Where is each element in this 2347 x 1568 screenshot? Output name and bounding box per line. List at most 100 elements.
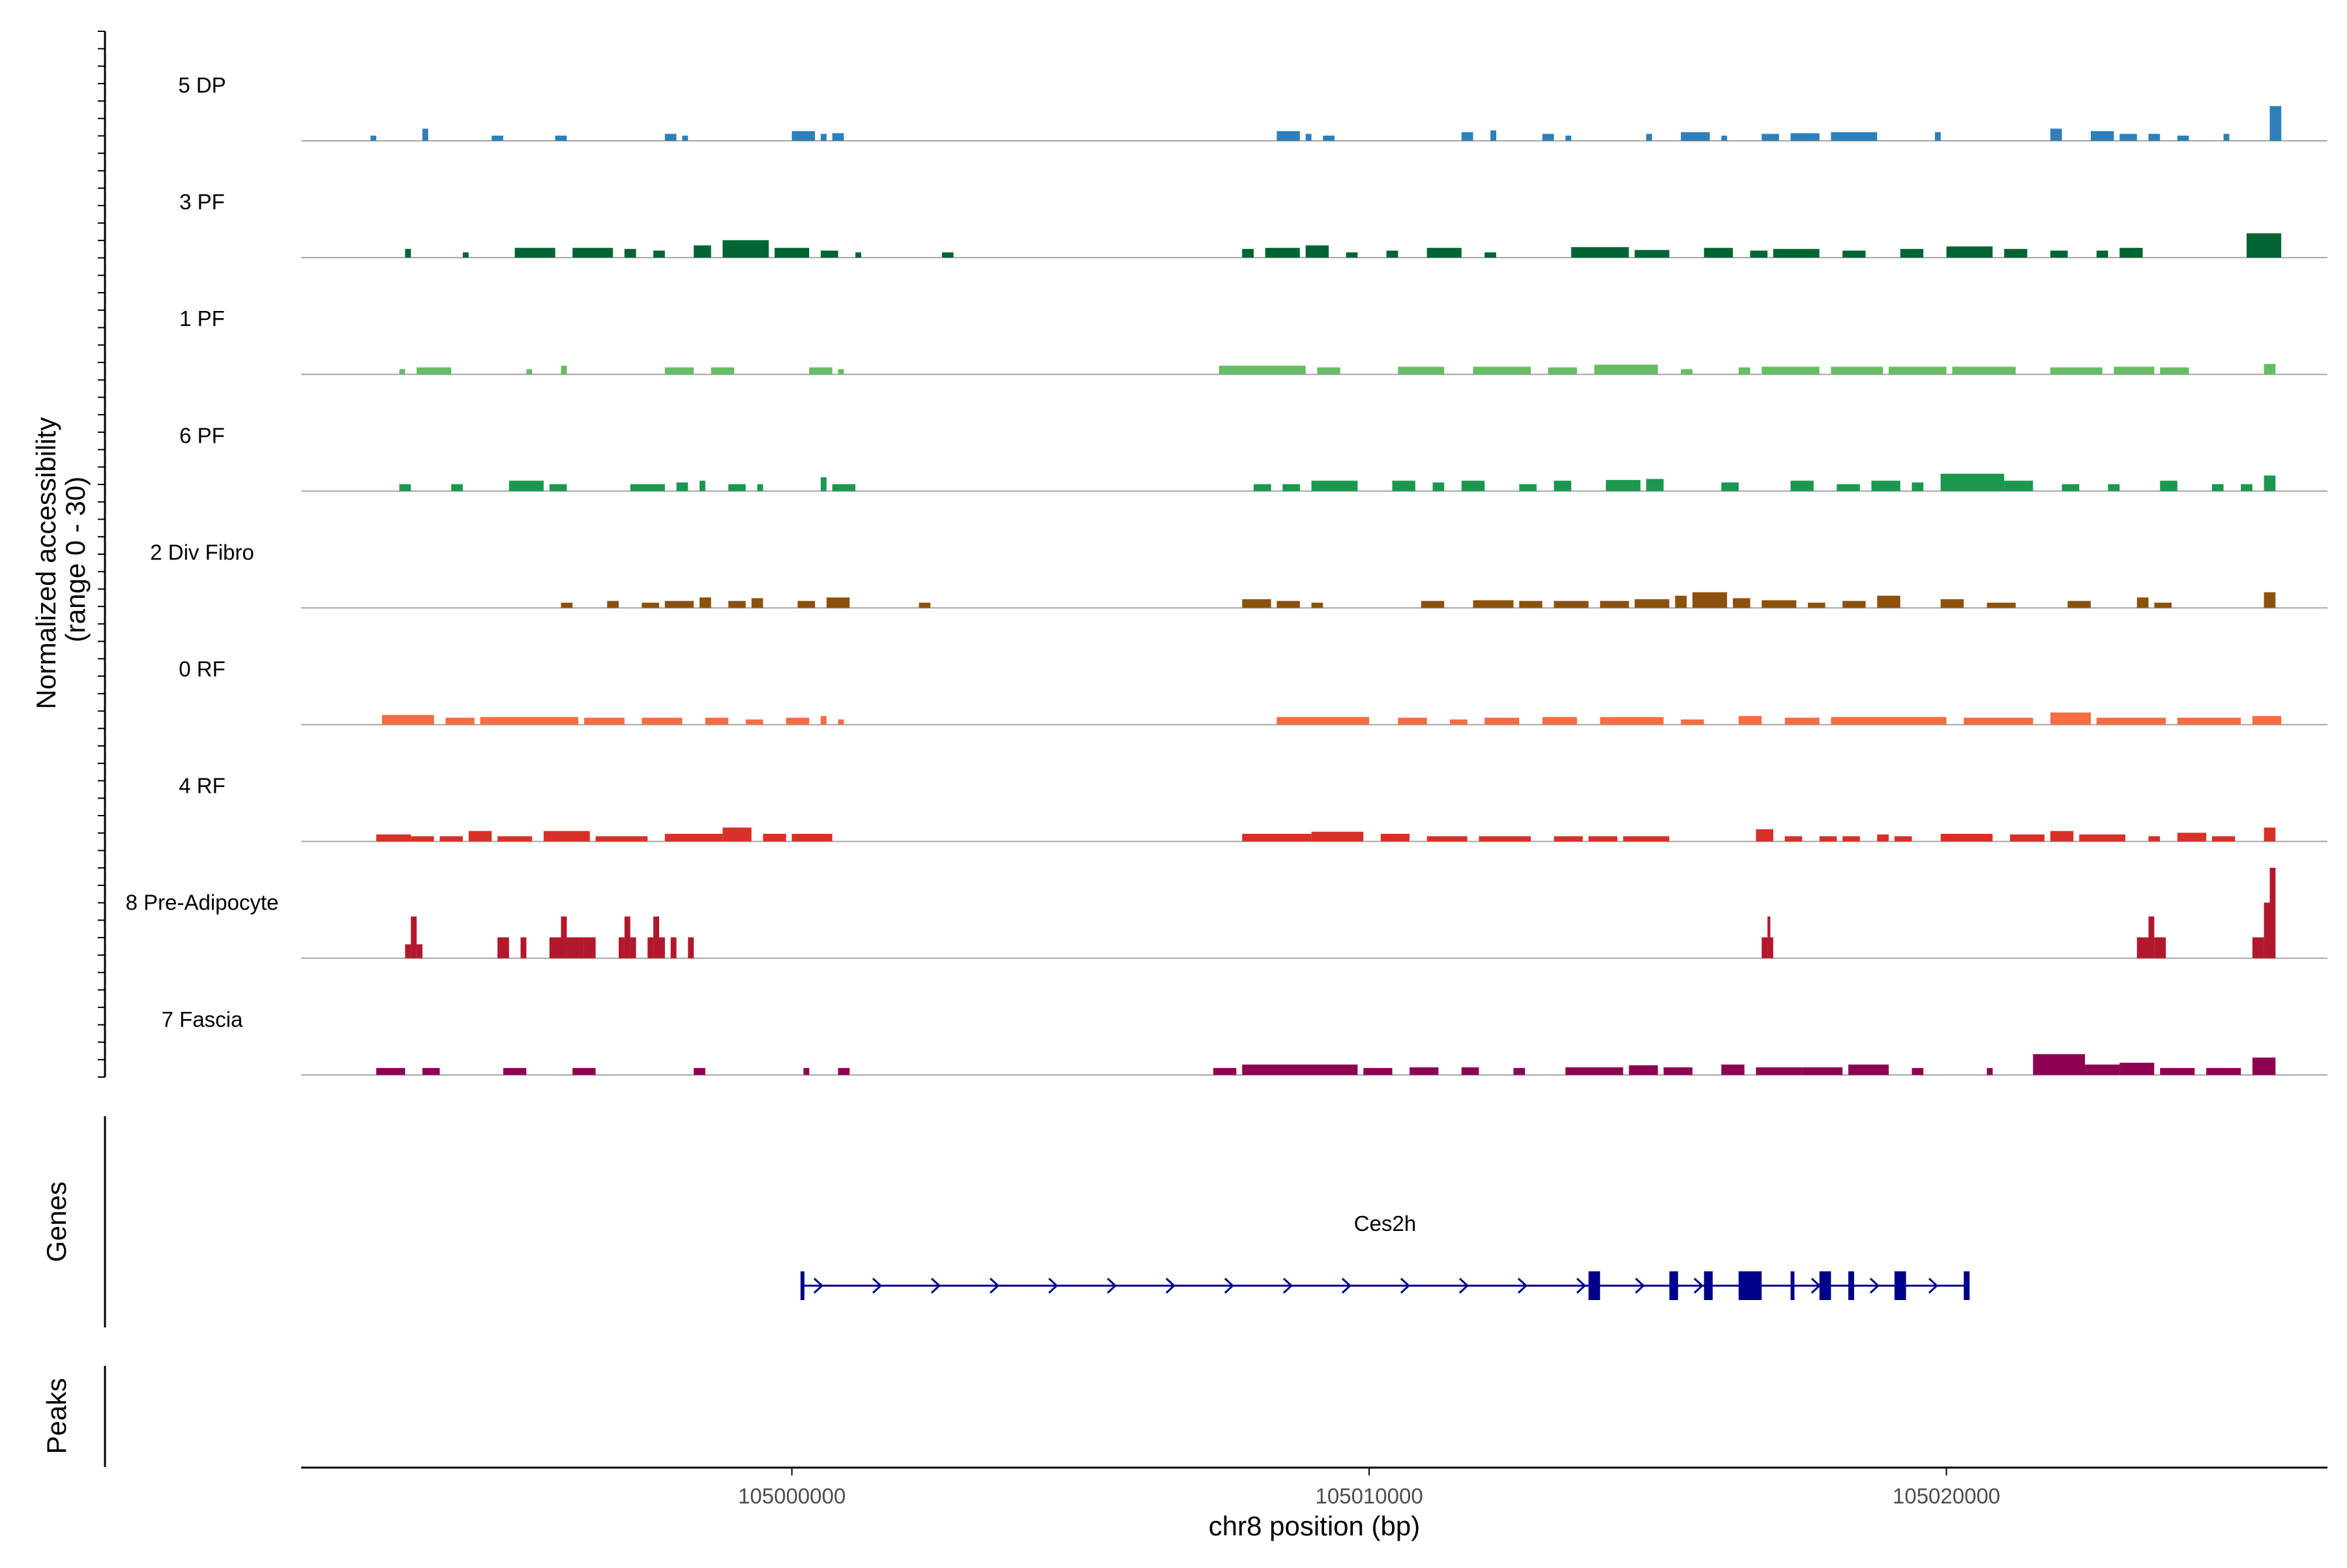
coverage-bar: [1484, 717, 1520, 725]
x-axis-tick-label: 105000000: [738, 1484, 846, 1508]
coverage-bar: [1311, 831, 1364, 842]
coverage-bar: [2154, 602, 2172, 608]
coverage-bar: [941, 252, 954, 258]
coverage-bar: [1265, 248, 1300, 258]
coverage-bar: [1964, 717, 2033, 725]
coverage-bar: [405, 248, 411, 258]
gene-exon: [1704, 1271, 1713, 1300]
coverage-bar: [1519, 484, 1537, 492]
track-label: 7 Fascia: [162, 1007, 243, 1031]
coverage-bar: [2264, 364, 2276, 375]
strand-arrow: [1224, 1277, 1235, 1294]
coverage-bar: [1426, 248, 1462, 258]
coverage-bar: [1380, 833, 1410, 842]
coverage-bar: [1565, 136, 1572, 141]
gene-exon: [1894, 1271, 1906, 1300]
track-6-pf: 6 PF: [179, 423, 2327, 492]
strand-arrow: [1869, 1277, 1880, 1294]
coverage-bar: [1392, 481, 1415, 492]
coverage-bar: [543, 831, 590, 842]
track-3-pf: 3 PF: [179, 190, 2327, 259]
coverage-bar: [2252, 937, 2264, 958]
coverage-bar: [1808, 602, 1825, 608]
coverage-bar: [2096, 250, 2108, 258]
strand-arrow: [1517, 1277, 1528, 1294]
coverage-bar: [1646, 134, 1652, 141]
coverage-bar: [2119, 1063, 2155, 1075]
coverage-bar: [572, 248, 613, 258]
coverage-bar: [919, 602, 931, 608]
coverage-bar: [797, 600, 816, 608]
coverage-bar: [670, 937, 677, 958]
coverage-bar: [659, 937, 665, 958]
gene-ces2h: Ces2h: [800, 1211, 1970, 1300]
coverage-bar: [1565, 1067, 1623, 1075]
coverage-bar: [838, 719, 844, 725]
coverage-bar: [2050, 831, 2074, 842]
coverage-bar: [2177, 717, 2241, 725]
coverage-bar: [1398, 717, 1427, 725]
x-axis-tick-label: 105020000: [1893, 1484, 2000, 1508]
coverage-bar: [2269, 868, 2276, 958]
coverage-bar: [1634, 250, 1670, 258]
coverage-bar: [820, 250, 838, 258]
coverage-bar: [838, 369, 844, 375]
track-label: 2 Div Fibro: [150, 540, 254, 564]
coverage-bar: [2264, 592, 2276, 608]
coverage-bar: [728, 484, 746, 492]
coverage-bar: [1721, 136, 1728, 141]
gene-exon: [800, 1271, 804, 1300]
gene-exon: [1964, 1271, 1970, 1300]
coverage-bar: [688, 937, 694, 958]
coverage-bar: [583, 937, 596, 958]
coverage-bar: [561, 365, 567, 375]
coverage-bar: [1986, 1068, 1993, 1075]
coverage-bar: [1770, 937, 1773, 958]
coverage-bar: [1837, 484, 1860, 492]
coverage-bar: [820, 134, 827, 141]
coverage-bar: [700, 481, 705, 492]
coverage-bar: [619, 937, 625, 958]
strand-arrow: [1106, 1277, 1117, 1294]
coverage-bar: [422, 1068, 440, 1075]
coverage-bar: [682, 136, 688, 141]
coverage-bar: [1646, 479, 1664, 492]
track-label: 5 DP: [178, 73, 226, 97]
coverage-bar: [1542, 717, 1577, 725]
coverage-y-axis-title-line2: (range 0 - 30): [60, 477, 91, 642]
coverage-bar: [1242, 248, 1254, 258]
coverage-bar: [700, 597, 711, 608]
coverage-bar: [820, 477, 827, 492]
gene-exon: [1738, 1271, 1762, 1300]
coverage-bar: [445, 717, 475, 725]
track-label: 1 PF: [179, 306, 225, 331]
coverage-bar: [1311, 602, 1323, 608]
coverage-bar: [1681, 719, 1704, 725]
coverage-bar: [826, 597, 850, 608]
coverage-bar: [803, 1068, 810, 1075]
coverage-bar: [2004, 602, 2016, 608]
coverage-bar: [1542, 134, 1554, 141]
coverage-bar: [1629, 1065, 1658, 1075]
x-axis-tick-label: 105010000: [1316, 1484, 1423, 1508]
coverage-bar: [694, 1068, 705, 1075]
strand-arrow: [1576, 1277, 1587, 1294]
strand-arrow: [1693, 1277, 1704, 1294]
coverage-bar: [2211, 836, 2236, 842]
coverage-bar: [624, 916, 630, 958]
coverage-bar: [1473, 366, 1531, 375]
coverage-bar: [1386, 250, 1398, 258]
coverage-bar: [2033, 1054, 2086, 1075]
coverage-bar: [2136, 937, 2149, 958]
coverage-bar: [1819, 836, 1837, 842]
coverage-bar: [503, 1068, 527, 1075]
coverage-bar: [1305, 134, 1312, 141]
track-2-div-fibro: 2 Div Fibro: [150, 540, 2327, 609]
coverage-bar: [2264, 827, 2276, 842]
coverage-bar: [1346, 252, 1358, 258]
coverage-bar: [1461, 1067, 1479, 1075]
coverage-bar: [549, 937, 561, 958]
coverage-bar: [705, 717, 729, 725]
coverage-bar: [526, 369, 533, 375]
